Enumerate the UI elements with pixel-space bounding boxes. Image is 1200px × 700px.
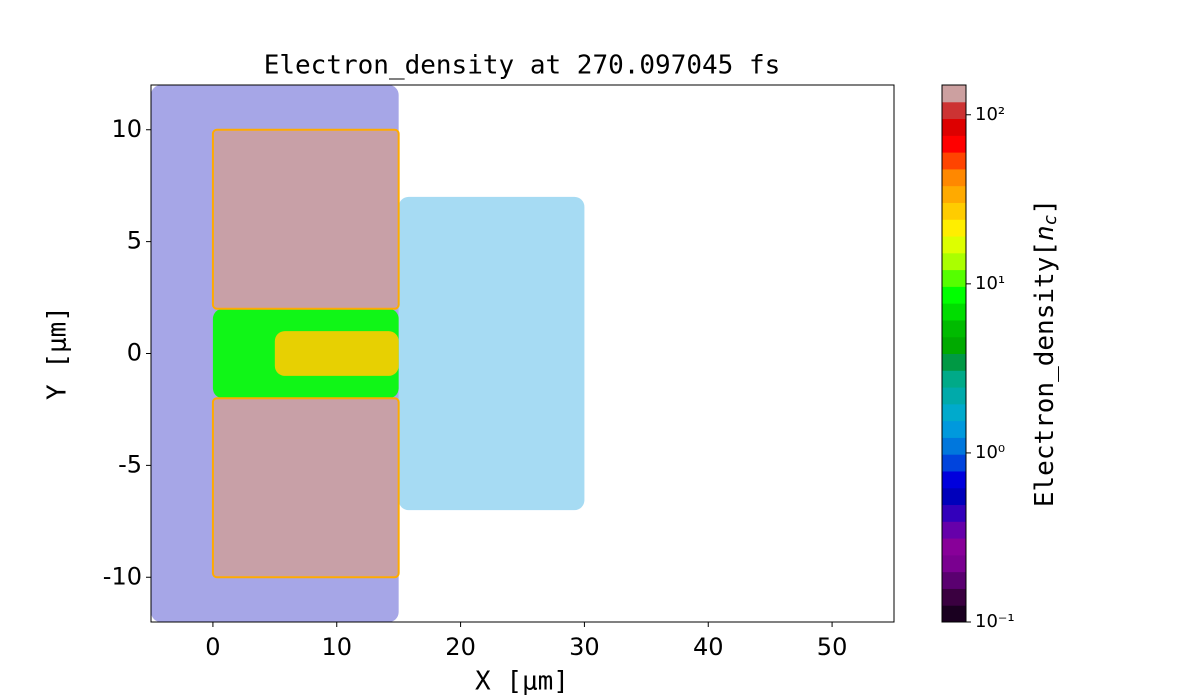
x-tick-label: 20	[445, 633, 476, 661]
colorbar-tick-label: 10⁰	[975, 442, 1005, 463]
x-tick-label: 40	[693, 633, 724, 661]
density-region	[274, 331, 399, 376]
colorbar-frame	[941, 84, 967, 623]
colorbar-band	[942, 387, 966, 405]
colorbar-band	[942, 470, 966, 489]
colorbar-label-close: ]	[1030, 199, 1060, 215]
colorbar-label-subscript: c	[1040, 215, 1061, 226]
x-axis-label: X [μm]	[475, 667, 569, 697]
colorbar-band	[942, 403, 966, 422]
colorbar-band	[942, 571, 966, 589]
colorbar-band	[942, 521, 966, 539]
colorbar-tick-label: 10²	[975, 104, 1005, 125]
colorbar-band	[942, 538, 966, 556]
colorbar-band	[942, 504, 966, 522]
colorbar-band	[942, 219, 966, 237]
colorbar-label-text: Electron_density[	[1030, 241, 1060, 507]
colorbar-band	[942, 202, 966, 220]
colorbar-band	[942, 437, 966, 455]
colorbar-band	[942, 168, 966, 187]
colorbar-band	[942, 269, 966, 287]
y-tick-label: 10	[111, 115, 142, 143]
colorbar-band	[942, 554, 966, 573]
y-axis-label: Y [μm]	[43, 306, 73, 400]
colorbar-label-symbol: n	[1030, 225, 1060, 241]
colorbar-tick-label: 10⁻¹	[975, 611, 1015, 632]
colorbar-band	[942, 185, 966, 203]
colorbar-band	[942, 353, 966, 371]
colorbar-band	[942, 236, 966, 254]
chart-title: Electron_density at 270.097045 fs	[264, 51, 781, 81]
x-tick-label: 0	[205, 633, 220, 661]
colorbar-band	[942, 303, 966, 321]
y-tick-label: -10	[103, 562, 142, 590]
y-tick-label: -5	[118, 450, 142, 478]
y-tick-label: 5	[127, 227, 142, 255]
x-tick-label: 50	[817, 633, 848, 661]
colorbar-band	[942, 286, 966, 304]
colorbar-band	[942, 605, 966, 623]
colorbar-band	[942, 420, 966, 438]
density-region	[211, 128, 400, 310]
colorbar-band	[942, 135, 966, 153]
colorbar-band	[942, 319, 966, 338]
colorbar-band	[942, 152, 966, 170]
colorbar-band	[942, 487, 966, 506]
density-region	[398, 196, 585, 511]
colorbar-tick-label: 10¹	[975, 273, 1005, 294]
colorbar-band	[942, 101, 966, 120]
colorbar-band	[942, 370, 966, 388]
colorbar-label: Electron_density[nc]	[1030, 199, 1062, 507]
x-tick-label: 30	[569, 633, 600, 661]
colorbar-band	[942, 336, 966, 354]
colorbar-band	[942, 252, 966, 271]
density-region	[211, 397, 400, 579]
x-tick-label: 10	[321, 633, 352, 661]
colorbar-band	[942, 85, 966, 103]
y-tick-label: 0	[127, 339, 142, 367]
colorbar-band	[942, 454, 966, 472]
colorbar-band	[942, 588, 966, 606]
colorbar-band	[942, 118, 966, 136]
